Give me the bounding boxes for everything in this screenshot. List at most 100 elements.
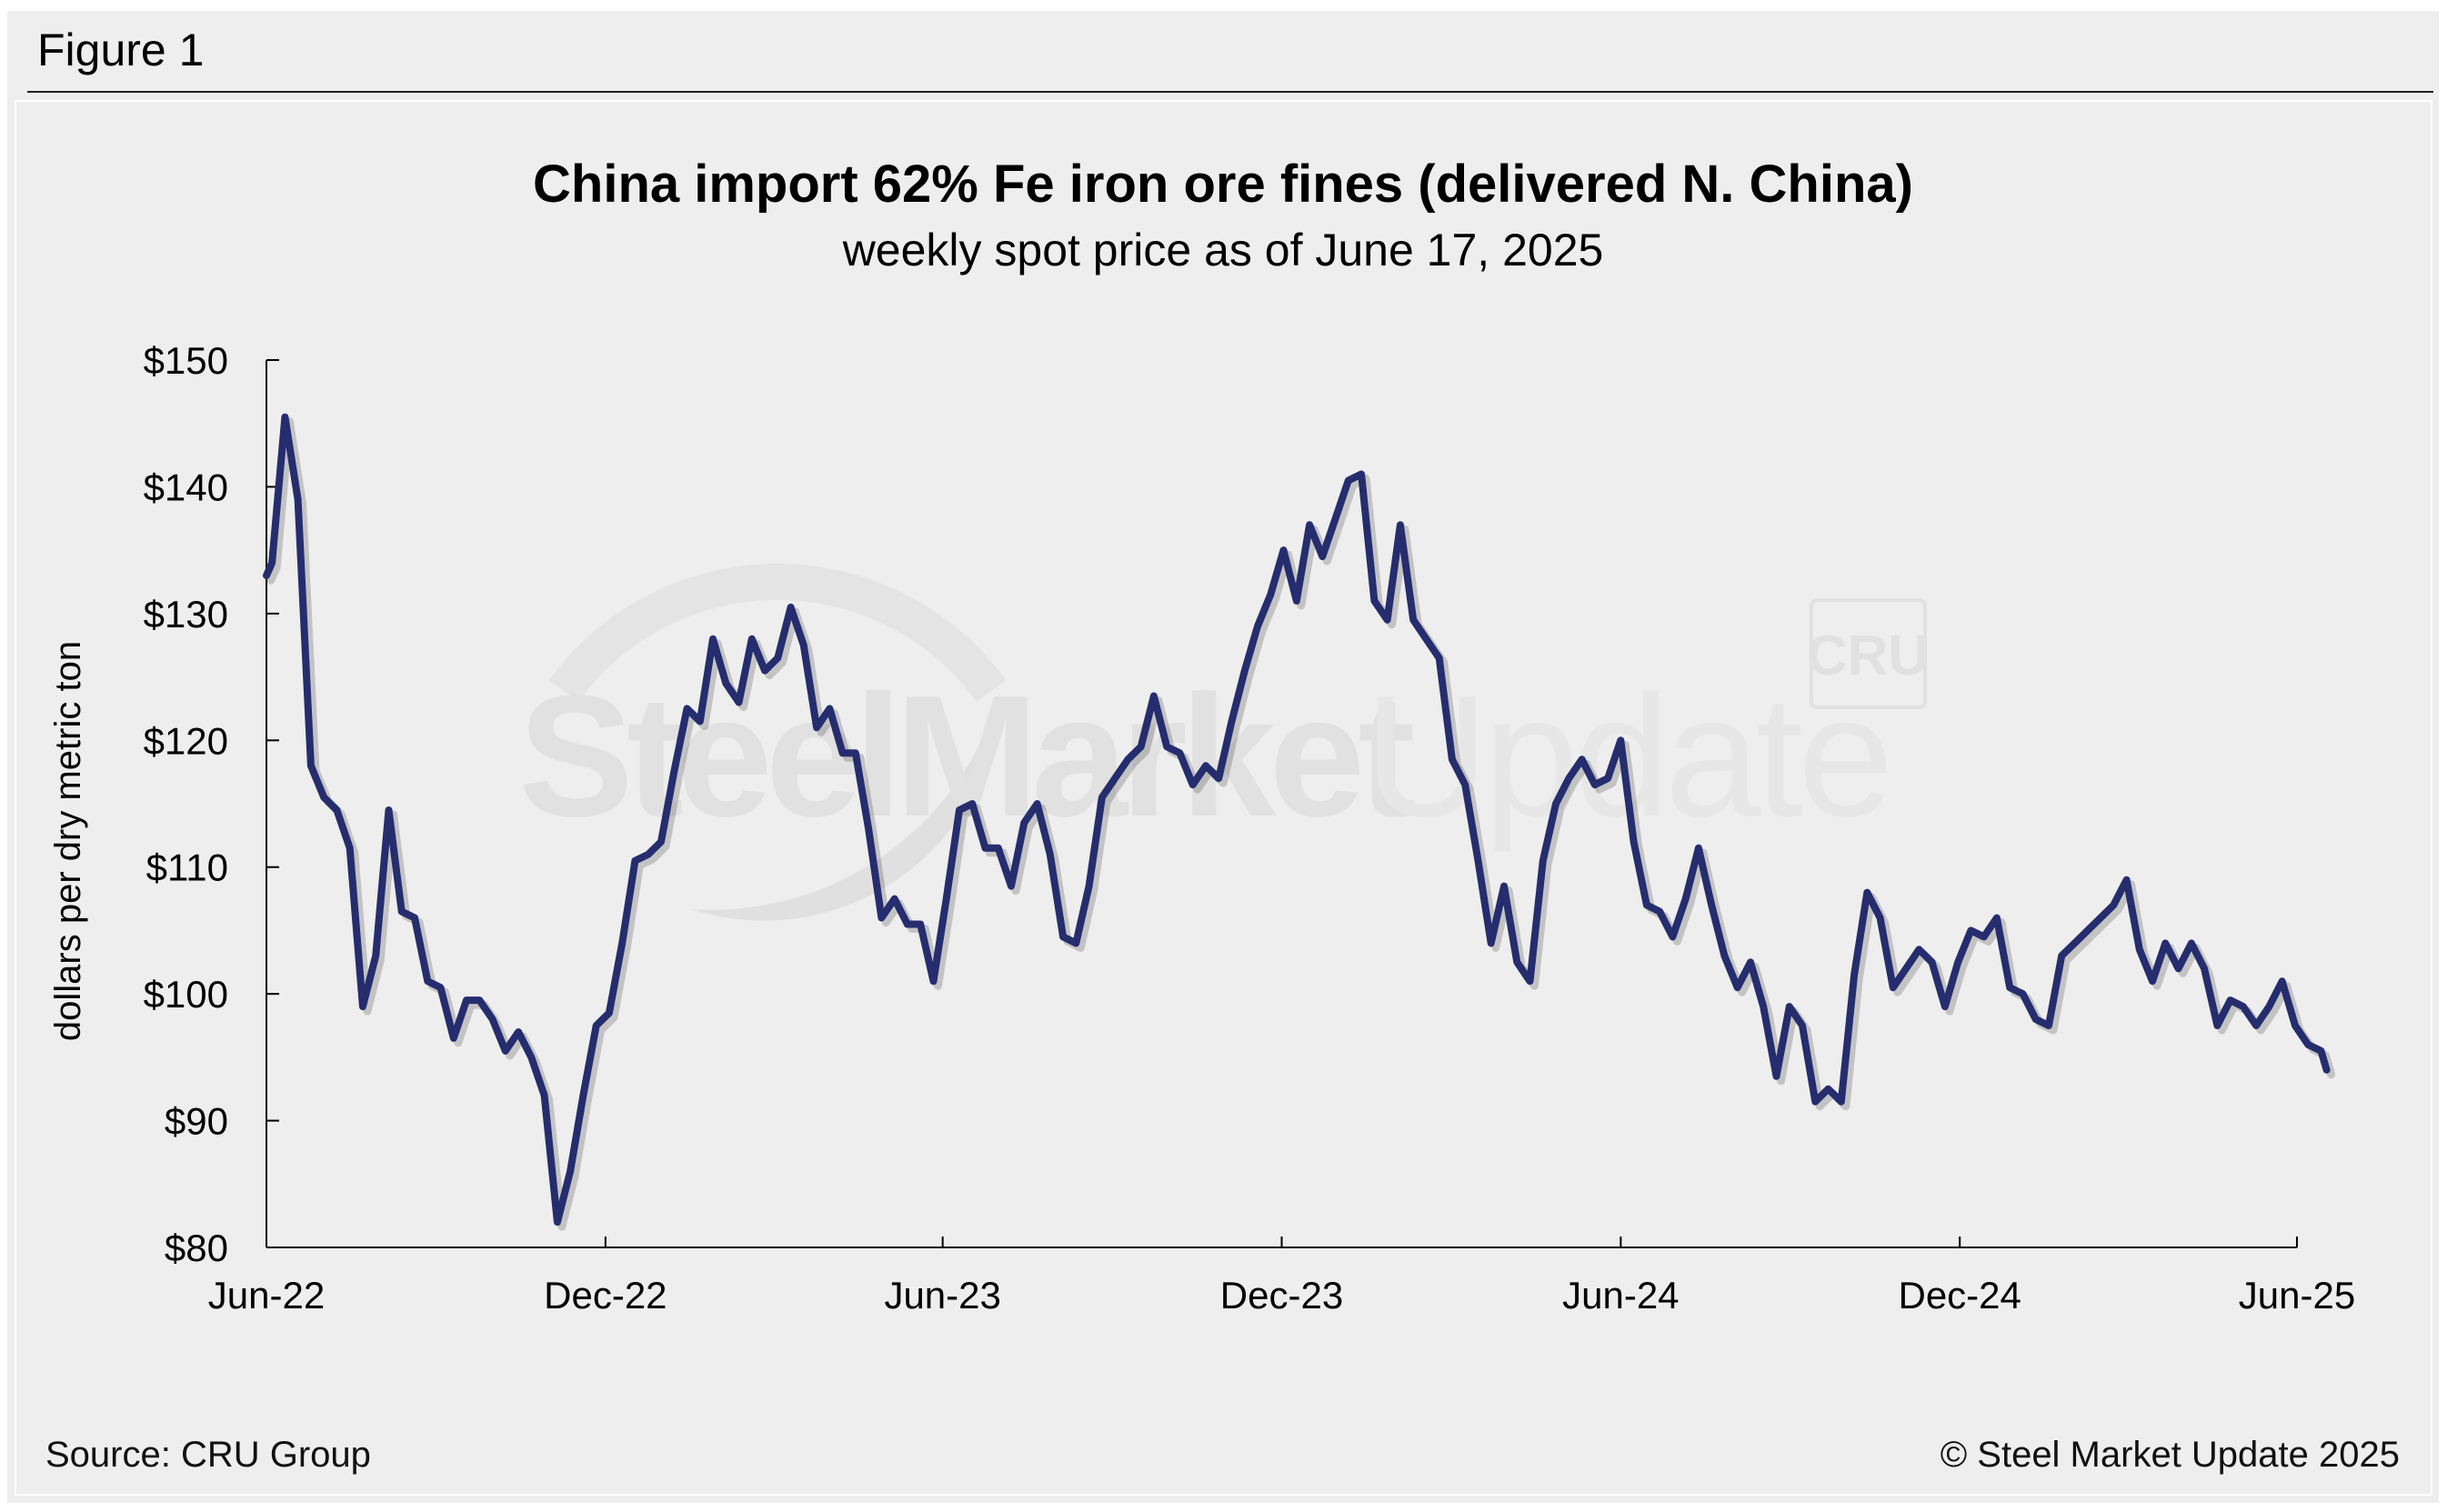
data-point <box>2035 1019 2036 1020</box>
figure-label: Figure 1 <box>37 25 205 75</box>
data-point <box>583 1095 584 1096</box>
data-point <box>492 1019 493 1020</box>
y-ticks: $80 $90 $100 $110 $120 $130 $140 $150 <box>144 339 279 1269</box>
data-point <box>1115 778 1116 779</box>
data-point <box>2308 1044 2309 1045</box>
y-tick-label: $90 <box>165 1100 228 1143</box>
data-point <box>946 898 947 899</box>
data-point <box>1556 804 1557 805</box>
x-tick-label: Jun-23 <box>884 1274 1000 1317</box>
data-point <box>1335 518 1336 519</box>
data-point <box>1867 892 1868 893</box>
data-point <box>855 753 856 754</box>
data-point <box>1063 936 1064 937</box>
data-point <box>1451 759 1452 760</box>
data-point <box>1828 1088 1829 1089</box>
y-tick-label: $130 <box>144 593 228 636</box>
data-point <box>1387 619 1388 620</box>
data-point <box>1049 854 1050 855</box>
data-point <box>1529 981 1530 982</box>
data-point <box>1931 962 1932 963</box>
x-tick-label: Dec-23 <box>1220 1274 1343 1317</box>
data-point <box>726 683 727 684</box>
chart-subtitle: weekly spot price as of June 17, 2025 <box>842 225 1604 275</box>
watermark-badge <box>1810 598 1927 709</box>
data-point <box>1854 975 1855 976</box>
data-point <box>660 841 661 842</box>
data-point <box>1374 600 1375 601</box>
chart-panel <box>15 100 2432 1496</box>
data-point <box>1906 968 1907 969</box>
y-axis-label: dollars per dry metric ton <box>48 641 88 1041</box>
data-point <box>2074 943 2075 944</box>
data-point <box>1076 943 1077 944</box>
data-point <box>1815 1101 1816 1102</box>
data-point <box>570 1171 571 1172</box>
data-point <box>1270 594 1271 595</box>
data-point <box>1620 740 1621 741</box>
y-tick-label: $150 <box>144 339 228 382</box>
data-point <box>920 924 921 925</box>
data-point <box>427 981 428 982</box>
data-point <box>1996 917 1997 918</box>
data-point <box>2152 981 2153 982</box>
figure-divider <box>27 91 2433 93</box>
data-point <box>1490 943 1491 944</box>
data-point <box>531 1056 532 1057</box>
data-point <box>362 1006 363 1007</box>
data-point <box>751 638 752 639</box>
series-line <box>263 413 2331 1227</box>
data-point <box>466 1000 467 1001</box>
data-point <box>1037 804 1038 805</box>
data-point <box>2010 987 2011 988</box>
data-point <box>2139 949 2140 950</box>
data-point <box>2165 943 2166 944</box>
data-point <box>2242 1006 2243 1007</box>
data-point <box>1361 474 1362 475</box>
data-point <box>1426 638 1427 639</box>
x-ticks: Jun-22 Dec-22 Jun-23 Dec-23 Jun-24 Dec-24 Jun-… <box>208 1237 2355 1317</box>
data-point <box>1711 905 1712 906</box>
data-point <box>1944 1006 1945 1007</box>
data-point <box>622 943 623 944</box>
x-tick-label: Jun-24 <box>1562 1274 1679 1317</box>
data-point <box>2178 968 2179 969</box>
data-point <box>1608 778 1609 779</box>
chart-title: China import 62% Fe iron ore fines (deli… <box>533 155 1913 214</box>
data-point <box>401 911 402 912</box>
data-point <box>1140 746 1141 747</box>
data-point <box>336 809 337 810</box>
data-point <box>635 860 636 861</box>
data-point <box>1478 860 1479 861</box>
data-point <box>1024 822 1025 823</box>
data-point <box>1413 619 1414 620</box>
data-point <box>1698 847 1699 848</box>
data-point <box>1399 525 1400 526</box>
x-tick-label: Dec-22 <box>544 1274 667 1317</box>
data-point <box>608 1013 609 1014</box>
data-point <box>2321 1050 2322 1051</box>
series-line-shadow <box>266 417 2336 1231</box>
watermark-badge-text: CRU <box>1807 625 1929 687</box>
data-point <box>1983 936 1984 937</box>
data-point <box>1672 936 1673 937</box>
data-point <box>544 1095 545 1096</box>
data-point <box>518 1031 519 1032</box>
y-tick-label: $80 <box>165 1227 228 1269</box>
data-point <box>1840 1101 1841 1102</box>
data-point <box>285 416 286 417</box>
data-point <box>1646 905 1647 906</box>
data-point <box>453 1037 454 1038</box>
data-point <box>1296 600 1297 601</box>
data-point <box>324 797 325 798</box>
data-point <box>842 753 843 754</box>
data-point <box>829 708 830 709</box>
data-point <box>1685 898 1686 899</box>
y-tick-label: $120 <box>144 719 228 762</box>
data-point <box>2022 994 2023 995</box>
data-point <box>388 809 389 810</box>
data-point <box>933 981 934 982</box>
watermark-text-bold: SteelMarket <box>518 660 1413 853</box>
data-point <box>1348 480 1349 481</box>
data-point <box>414 917 415 918</box>
